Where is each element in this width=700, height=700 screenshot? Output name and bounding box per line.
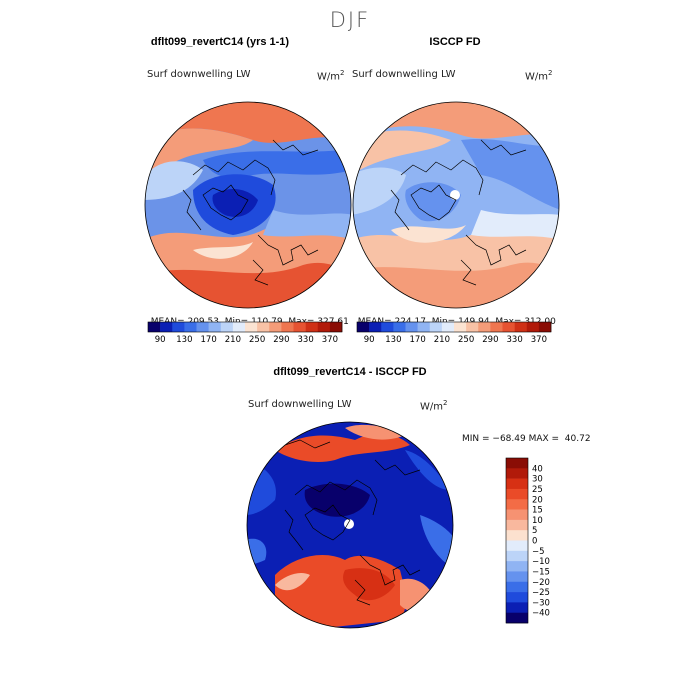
colorbar-segment bbox=[506, 519, 528, 531]
colorbar-tick-label: −5 bbox=[532, 547, 545, 557]
colorbar-tick-label: 10 bbox=[532, 516, 543, 526]
colorbar-segment bbox=[393, 322, 406, 332]
colorbar-segment bbox=[506, 499, 528, 510]
colorbar-segment bbox=[305, 322, 319, 332]
panel-1-title: dflt099_revertC14 (yrs 1-1) bbox=[150, 36, 290, 48]
colorbar-segment bbox=[506, 488, 528, 500]
colorbar-segment bbox=[220, 322, 234, 332]
colorbar-segment bbox=[478, 322, 491, 332]
colorbar-segment bbox=[429, 322, 443, 332]
colorbar-segment bbox=[506, 468, 528, 479]
colorbar-tick-label: 0 bbox=[532, 537, 537, 547]
colorbar-tick-label: 290 bbox=[482, 335, 498, 345]
panel-2-title: ISCCP FD bbox=[429, 36, 481, 48]
panel-1-polar-map bbox=[144, 101, 352, 309]
colorbar-segment bbox=[526, 322, 540, 332]
colorbar-segment bbox=[232, 322, 246, 332]
panel-1-variable-label: Surf downwelling LW bbox=[147, 69, 251, 80]
colorbar-segment bbox=[417, 322, 431, 332]
diff-units: W/m2 bbox=[420, 399, 448, 413]
colorbar-segment bbox=[208, 322, 222, 332]
colorbar-segment bbox=[381, 322, 394, 332]
colorbar-tick-label: 250 bbox=[458, 335, 474, 345]
colorbar-segment bbox=[357, 322, 370, 332]
colorbar-tick-label: 20 bbox=[532, 495, 543, 505]
colorbar-tick-label: −30 bbox=[532, 598, 550, 608]
colorbar-segment bbox=[502, 322, 515, 332]
colorbar-tick-label: 290 bbox=[273, 335, 289, 345]
colorbar-tick-label: 5 bbox=[532, 526, 537, 536]
colorbar-tick-label: 330 bbox=[298, 335, 314, 345]
colorbar-segment bbox=[506, 561, 528, 572]
colorbar-segment bbox=[506, 478, 528, 490]
colorbar-tick-label: 90 bbox=[155, 335, 166, 345]
colorbar-segment bbox=[160, 322, 173, 332]
colorbar-segment bbox=[257, 322, 270, 332]
colorbar-tick-label: 170 bbox=[410, 335, 426, 345]
colorbar-segment bbox=[506, 602, 528, 613]
colorbar-tick-label: 25 bbox=[532, 485, 543, 495]
colorbar-tick-label: 90 bbox=[364, 335, 375, 345]
colorbar-tick-label: 210 bbox=[434, 335, 450, 345]
colorbar-segment bbox=[506, 530, 528, 541]
colorbar-tick-label: 370 bbox=[322, 335, 338, 345]
colorbar-segment bbox=[506, 612, 528, 624]
panel-2-units: W/m2 bbox=[525, 69, 553, 83]
colorbar-segment bbox=[514, 322, 528, 332]
colorbar-segment bbox=[506, 592, 528, 603]
colorbar-segment bbox=[245, 322, 258, 332]
panel-2-colorbar: 90 130 170 210 250 290 330 370 bbox=[356, 321, 552, 345]
colorbar-segment bbox=[506, 509, 528, 521]
colorbar-segment bbox=[538, 322, 552, 332]
colorbar-tick-label: 40 bbox=[532, 464, 543, 474]
colorbar-frame bbox=[505, 457, 529, 624]
colorbar-tick-label: −20 bbox=[532, 578, 550, 588]
colorbar-tick-label: 130 bbox=[385, 335, 401, 345]
panel-1-colorbar: 90 130 170 210 250 290 330 370 bbox=[147, 321, 343, 345]
colorbar-tick-label: −40 bbox=[532, 609, 550, 619]
colorbar-segment bbox=[454, 322, 467, 332]
colorbar-frame bbox=[356, 321, 552, 333]
diff-panel-title: dflt099_revertC14 - ISCCP FD bbox=[273, 366, 427, 378]
colorbar-segment bbox=[293, 322, 306, 332]
colorbar-segment bbox=[466, 322, 479, 332]
colorbar-segment bbox=[172, 322, 185, 332]
panel-1-units: W/m2 bbox=[317, 69, 345, 83]
colorbar-tick-label: 330 bbox=[507, 335, 523, 345]
colorbar-segment bbox=[441, 322, 455, 332]
colorbar-segment bbox=[506, 550, 528, 562]
colorbar-segment bbox=[269, 322, 282, 332]
colorbar-tick-label: 210 bbox=[225, 335, 241, 345]
colorbar-segment bbox=[148, 322, 161, 332]
colorbar-tick-label: 15 bbox=[532, 506, 543, 516]
colorbar-segment bbox=[281, 322, 294, 332]
colorbar-tick-label: −10 bbox=[532, 557, 550, 567]
colorbar-segment bbox=[490, 322, 503, 332]
diff-stats: MIN = −68.49 MAX = 40.72 bbox=[462, 434, 591, 444]
colorbar-segment bbox=[329, 322, 343, 332]
colorbar-tick-label: 250 bbox=[249, 335, 265, 345]
panel-2-polar-map bbox=[352, 101, 560, 309]
colorbar-tick-label: −15 bbox=[532, 567, 550, 577]
panel-2-variable-label: Surf downwelling LW bbox=[352, 69, 456, 80]
colorbar-segment bbox=[506, 540, 528, 552]
colorbar-segment bbox=[196, 322, 209, 332]
diff-polar-map bbox=[246, 421, 454, 629]
colorbar-tick-label: 130 bbox=[176, 335, 192, 345]
colorbar-segment bbox=[506, 458, 528, 469]
colorbar-segment bbox=[369, 322, 382, 332]
colorbar-tick-label: 30 bbox=[532, 475, 543, 485]
colorbar-frame bbox=[147, 321, 343, 333]
colorbar-segment bbox=[184, 322, 197, 332]
diff-variable-label: Surf downwelling LW bbox=[248, 399, 352, 410]
colorbar-segment bbox=[317, 322, 331, 332]
colorbar-tick-label: 170 bbox=[201, 335, 217, 345]
colorbar-segment bbox=[506, 571, 528, 583]
season-title: DJF bbox=[329, 8, 371, 32]
colorbar-segment bbox=[506, 581, 528, 593]
colorbar-tick-label: 370 bbox=[531, 335, 547, 345]
colorbar-tick-label: −25 bbox=[532, 588, 550, 598]
colorbar-segment bbox=[405, 322, 418, 332]
